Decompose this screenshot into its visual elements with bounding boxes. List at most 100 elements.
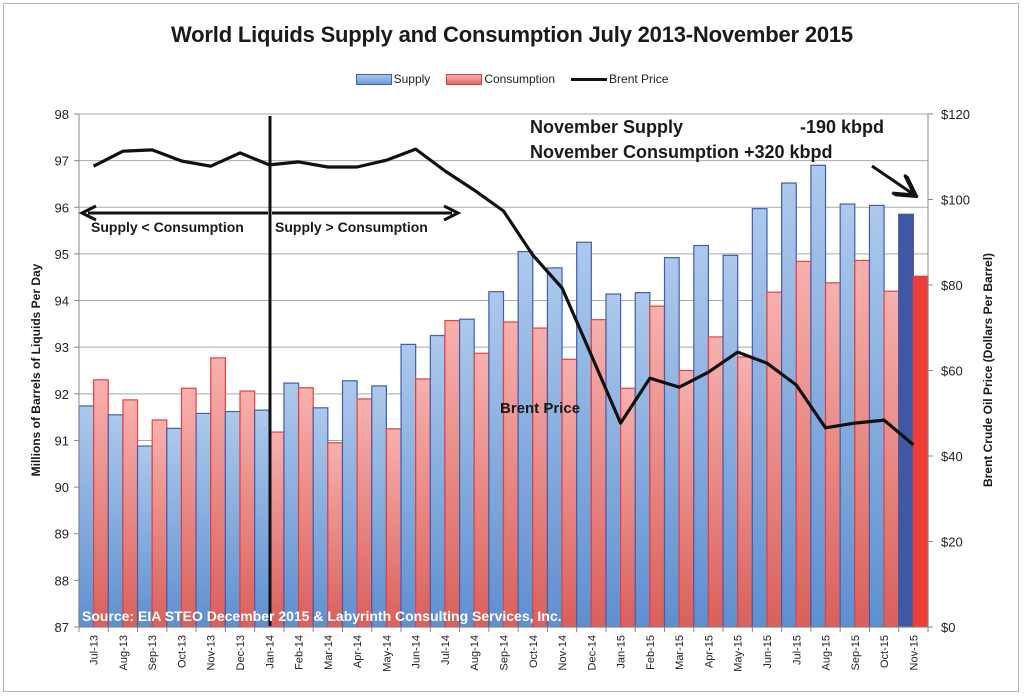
consumption-bar — [327, 442, 344, 628]
supply-bar — [605, 293, 622, 628]
x-tick-label: Sep-14 — [499, 635, 511, 670]
supply-bar — [429, 334, 446, 628]
x-tick-label: Oct-13 — [176, 635, 188, 668]
consumption-bar — [210, 357, 226, 628]
consumption-bar — [502, 321, 519, 628]
supply-bar — [136, 445, 153, 628]
consumption-bar — [707, 336, 724, 628]
left-tick-label: 98 — [55, 107, 69, 122]
y-axis-title: Millions of Barrels of Liquids Per Day — [29, 263, 43, 476]
x-tick-label: Sep-15 — [850, 635, 862, 670]
supply-bar — [283, 382, 300, 628]
right-tick-label: $40 — [941, 449, 963, 464]
left-tick-label: 96 — [55, 200, 69, 215]
x-tick-label: Jul-15 — [791, 635, 803, 665]
x-tick-label: Nov-15 — [908, 635, 920, 670]
x-tick-label: Oct-15 — [879, 635, 891, 668]
nov-supply-value: -190 kbpd — [800, 117, 884, 137]
consumption-bar — [93, 379, 109, 628]
x-tick-label: Jan-15 — [616, 635, 628, 669]
left-tick-label: 95 — [55, 247, 69, 262]
consumption-bar — [239, 390, 256, 628]
x-tick-label: Aug-14 — [469, 635, 481, 670]
x-tick-label: Mar-14 — [323, 635, 335, 670]
right-tick-label: $120 — [941, 107, 970, 122]
chart-title: World Liquids Supply and Consumption Jul… — [171, 22, 853, 47]
consumption-bar — [678, 369, 695, 628]
supply-bar — [839, 203, 856, 628]
consumption-bar — [649, 305, 666, 628]
supply-bar — [312, 407, 329, 628]
tick-labels: 87 88 89 90 91 92 93 94 95 96 97 98 $0 $20 $40 $60 $80 $1… — [55, 107, 970, 672]
left-arrowhead-icon — [78, 204, 97, 222]
x-tick-label: Jun-14 — [411, 635, 423, 669]
x-tick-label: Dec-14 — [586, 635, 598, 670]
supply-bar — [546, 267, 563, 628]
nov-consumption-value: +320 kbpd — [744, 142, 833, 162]
legend-item-supply: Supply — [355, 72, 430, 86]
x-tick-label: Jun-15 — [762, 635, 774, 669]
nov-supply-label: November Supply — [530, 117, 683, 137]
right-region-label: Supply > Consumption — [275, 219, 428, 235]
legend-swatch-supply — [355, 73, 392, 85]
right-tick-label: $100 — [941, 193, 970, 208]
y2-axis-title: Brent Crude Oil Price (Dollars Per Barre… — [981, 253, 995, 487]
price-line-group — [92, 147, 915, 447]
left-tick-label: 90 — [55, 480, 69, 495]
supply-bar — [371, 385, 387, 628]
x-tick-label: May-15 — [733, 635, 745, 672]
x-tick-label: Apr-14 — [352, 635, 364, 668]
x-tick-label: Sep-13 — [147, 635, 159, 670]
x-tick-label: May-14 — [381, 635, 393, 672]
brent-price-label: Brent Price — [500, 400, 580, 417]
consumption-bar — [122, 399, 139, 628]
supply-bar — [781, 182, 797, 628]
consumption-bar — [356, 398, 373, 628]
x-tick-label: Feb-15 — [645, 635, 657, 670]
consumption-bar — [766, 291, 783, 628]
supply-bar — [693, 244, 710, 628]
right-arrowhead-icon — [443, 204, 462, 222]
nov-consumption-label: November Consumption — [530, 142, 739, 162]
x-tick-label: Feb-14 — [294, 635, 306, 670]
left-tick-label: 87 — [55, 620, 69, 635]
source-note: Source: EIA STEO December 2015 & Labyrin… — [82, 608, 562, 624]
left-region-label: Supply < Consumption — [91, 219, 244, 235]
x-tick-label: Nov-13 — [206, 635, 218, 670]
annotations: Millions of Barrels of Liquids Per Day B… — [29, 116, 995, 626]
consumption-bar — [415, 378, 431, 628]
consumption-bar — [824, 282, 841, 628]
supply-bar — [166, 427, 183, 628]
supply-bar — [868, 204, 885, 628]
supply-bar — [663, 257, 680, 628]
supply-bar — [78, 405, 95, 628]
x-tick-label: Jul-13 — [89, 635, 101, 665]
consumption-bar — [297, 387, 314, 628]
supply-bar — [810, 164, 827, 628]
x-tick-label: Mar-15 — [674, 635, 686, 670]
supply-bar — [722, 254, 739, 628]
left-tick-label: 97 — [55, 154, 69, 169]
legend-swatch-consumption — [446, 73, 483, 85]
supply-bar — [400, 343, 417, 628]
left-tick-label: 91 — [55, 433, 69, 448]
right-tick-label: $80 — [941, 278, 963, 293]
legend-item-consumption: Consumption — [446, 72, 555, 86]
supply-bar — [634, 292, 651, 628]
consumption-bar — [795, 260, 812, 628]
right-tick-label: $20 — [941, 535, 963, 550]
left-tick-label: 88 — [55, 573, 69, 588]
left-tick-label: 93 — [55, 340, 69, 355]
x-tick-label: Aug-13 — [118, 635, 130, 670]
consumption-bar — [151, 419, 168, 628]
november-arrow — [871, 164, 913, 194]
x-tick-label: Oct-14 — [528, 635, 540, 668]
consumption-bar — [912, 275, 929, 628]
supply-bar — [517, 250, 534, 628]
supply-bar — [341, 380, 358, 628]
x-tick-label: Apr-15 — [703, 635, 715, 668]
x-tick-label: Dec-13 — [235, 635, 247, 670]
supply-bar — [488, 291, 505, 628]
legend: Supply Consumption Brent Price — [0, 72, 1024, 86]
